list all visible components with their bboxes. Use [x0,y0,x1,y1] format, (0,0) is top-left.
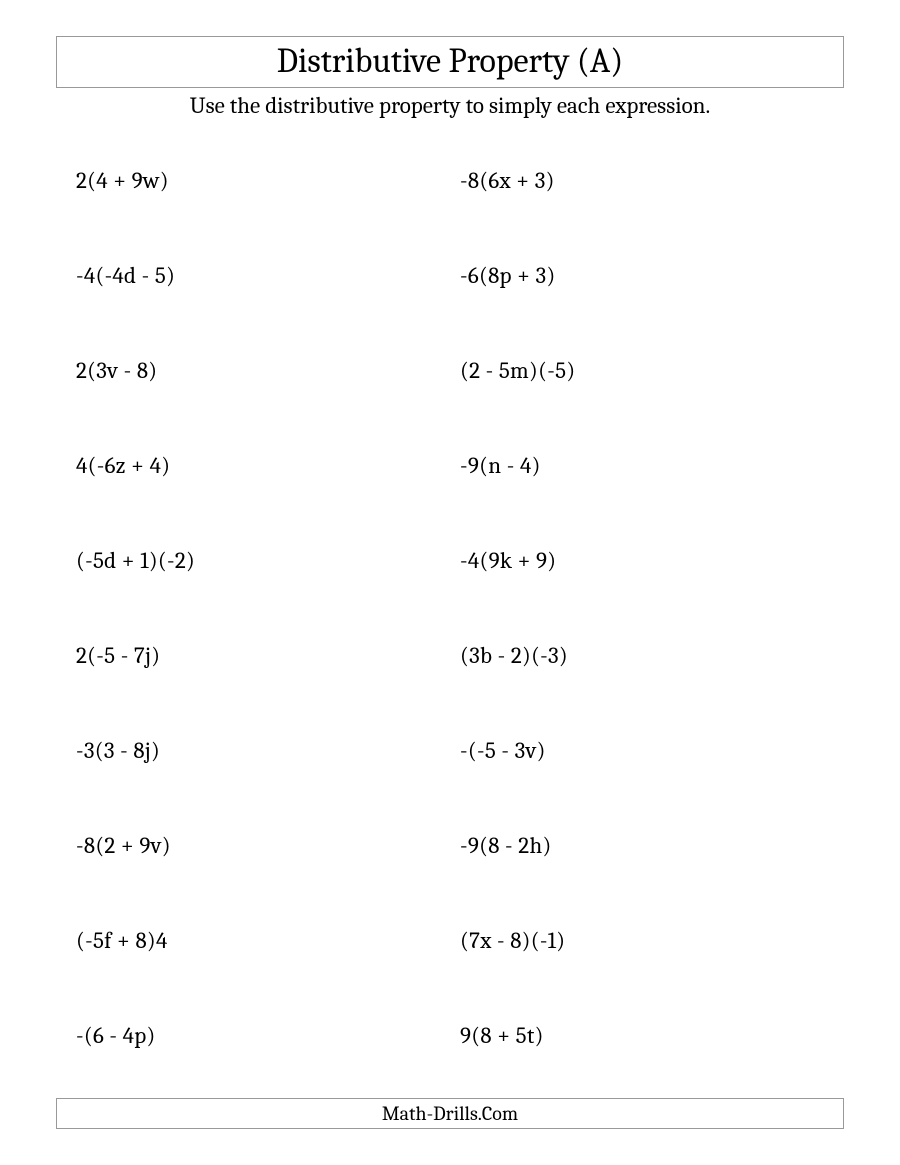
problem-right-6: -(-5 - 3v) [460,737,844,764]
problem-left-8: (-5f + 8)4 [76,927,460,954]
footer-box: Math-Drills.Com [56,1098,844,1129]
problem-left-6: -3(3 - 8j) [76,737,460,764]
page-title: Distributive Property (A) [57,41,843,81]
problem-right-2: (2 - 5m)(-5) [460,357,844,384]
problem-right-0: -8(6x + 3) [460,167,844,194]
problem-right-1: -6(8p + 3) [460,262,844,289]
problem-left-5: 2(-5 - 7j) [76,642,460,669]
problem-left-4: (-5d + 1)(-2) [76,547,460,574]
instructions-text: Use the distributive property to simply … [56,92,844,119]
problem-left-2: 2(3v - 8) [76,357,460,384]
problem-left-9: -(6 - 4p) [76,1022,460,1049]
title-box: Distributive Property (A) [56,36,844,88]
problem-left-3: 4(-6z + 4) [76,452,460,479]
problem-right-7: -9(8 - 2h) [460,832,844,859]
problem-left-7: -8(2 + 9v) [76,832,460,859]
problems-grid: 2(4 + 9w) -8(6x + 3) -4(-4d - 5) -6(8p +… [56,167,844,1062]
problem-left-0: 2(4 + 9w) [76,167,460,194]
problem-left-1: -4(-4d - 5) [76,262,460,289]
problem-right-8: (7x - 8)(-1) [460,927,844,954]
footer-text: Math-Drills.Com [57,1102,843,1125]
problem-right-4: -4(9k + 9) [460,547,844,574]
problem-right-5: (3b - 2)(-3) [460,642,844,669]
problem-right-3: -9(n - 4) [460,452,844,479]
problem-right-9: 9(8 + 5t) [460,1022,844,1049]
